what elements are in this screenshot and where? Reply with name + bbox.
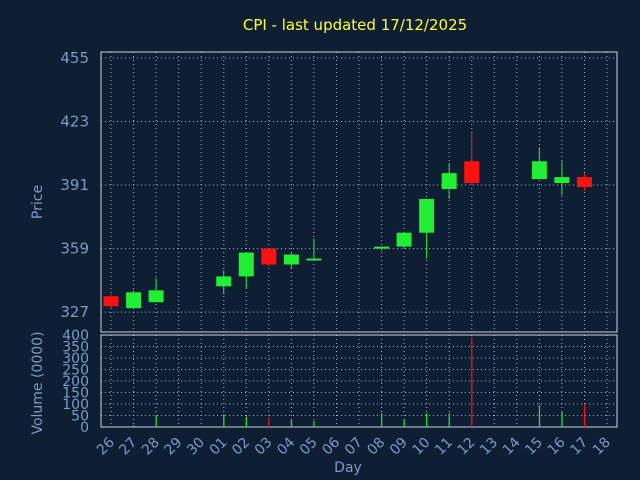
volume-y-tick-label: 150 — [62, 386, 89, 402]
volume-y-tick-label: 300 — [62, 351, 89, 367]
x-tick-label: 16 — [545, 434, 569, 458]
volume-y-tick-label: 400 — [62, 328, 89, 344]
x-tick-label: 28 — [139, 435, 163, 459]
candle-body — [531, 161, 547, 180]
volume-bar — [155, 415, 157, 427]
candle-body — [283, 254, 299, 265]
volume-y-tick-label: 350 — [62, 340, 89, 356]
x-tick-label: 03 — [252, 435, 276, 459]
x-tick-label: 15 — [522, 435, 546, 459]
volume-y-tick-label: 100 — [62, 397, 89, 413]
x-tick-label: 17 — [567, 435, 591, 459]
volume-y-tick-label: 50 — [71, 409, 89, 425]
price-y-tick-label: 423 — [60, 113, 89, 131]
price-y-tick-label: 359 — [60, 240, 89, 258]
x-axis-label: Day — [334, 460, 362, 476]
x-tick-label: 04 — [274, 434, 298, 458]
volume-bar — [381, 413, 383, 427]
volume-bar — [471, 337, 473, 427]
x-tick-label: 06 — [319, 434, 343, 458]
candle-body — [464, 161, 480, 184]
volume-bar — [583, 405, 586, 427]
candle-body — [576, 177, 592, 188]
candle-body — [374, 246, 390, 249]
volume-bar — [426, 413, 428, 427]
candle-body — [148, 290, 164, 303]
x-tick-label: 01 — [207, 435, 231, 459]
volume-y-tick-label: 0 — [80, 420, 89, 436]
candle-body — [238, 252, 254, 277]
price-y-tick-label: 327 — [60, 303, 89, 321]
candle-body — [419, 198, 435, 233]
volume-bar — [133, 425, 135, 427]
x-tick-label: 26 — [94, 434, 118, 458]
x-tick-label: 10 — [410, 435, 434, 459]
candle-body — [441, 173, 457, 190]
chart-title: CPI - last updated 17/12/2025 — [243, 16, 467, 34]
volume-bar — [448, 413, 450, 427]
x-tick-label: 12 — [455, 435, 479, 459]
x-tick-label: 11 — [432, 435, 456, 459]
candle-body — [126, 292, 142, 309]
volume-axis-label: Volume (0000) — [30, 331, 46, 434]
price-y-tick-label: 455 — [60, 49, 89, 67]
candle-body — [554, 177, 570, 184]
x-tick-label: 05 — [297, 435, 321, 459]
candle-body — [216, 276, 232, 287]
volume-bar — [313, 421, 315, 427]
candle-body — [261, 248, 277, 265]
volume-bar — [538, 405, 541, 427]
x-tick-label: 27 — [116, 435, 140, 459]
candle-body — [306, 258, 322, 261]
candle-body — [103, 296, 119, 307]
candle-body — [396, 232, 412, 247]
x-tick-label: 14 — [500, 434, 524, 458]
x-tick-label: 30 — [184, 435, 208, 459]
volume-bar — [290, 420, 293, 427]
price-axis-label: Price — [30, 185, 46, 219]
volume-y-tick-label: 200 — [62, 374, 89, 390]
volume-bar — [561, 412, 563, 427]
x-tick-label: 07 — [342, 435, 366, 459]
volume-y-tick-label: 250 — [62, 363, 89, 379]
price-panel: 327 359 391 423 455 Price — [30, 49, 618, 333]
volume-bar — [245, 416, 247, 427]
x-tick-label: 13 — [477, 435, 501, 459]
x-axis: 2627282930010203040506070809101112131415… — [94, 434, 614, 476]
volume-bar — [268, 417, 270, 427]
volume-bar — [403, 418, 405, 427]
volume-bar — [223, 414, 225, 427]
x-tick-label: 29 — [162, 435, 186, 459]
x-tick-label: 09 — [387, 435, 411, 459]
price-y-tick-label: 391 — [60, 176, 89, 194]
x-tick-label: 02 — [229, 435, 253, 459]
x-tick-label: 08 — [364, 435, 388, 459]
x-tick-label: 18 — [590, 435, 614, 459]
